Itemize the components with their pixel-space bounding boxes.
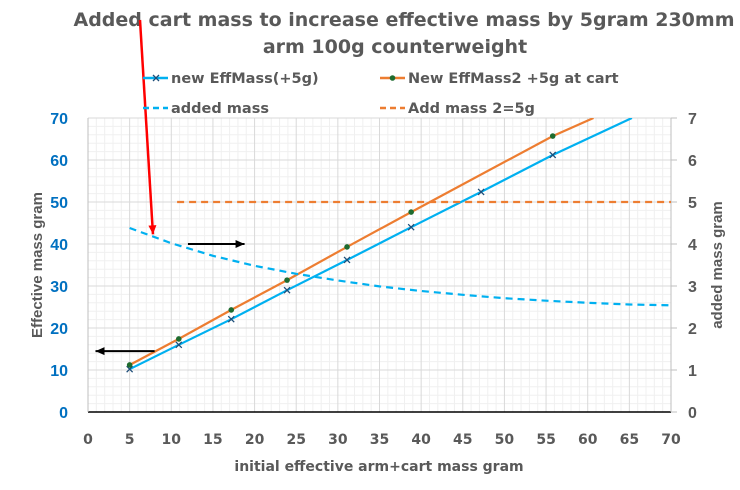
y-tick-label-left: 10 — [50, 363, 68, 380]
x-tick-label: 10 — [162, 432, 182, 448]
grid — [87, 117, 672, 413]
title-line-1: Added cart mass to increase effective ma… — [74, 9, 735, 31]
x-tick-label: 30 — [328, 432, 348, 448]
legend-item-new-effmass2: New EffMass2 +5g at cart — [380, 71, 619, 87]
legend-item-new-effmass: new EffMass(+5g) — [143, 71, 319, 87]
data-point-x-marker — [126, 365, 134, 373]
legend-label: new EffMass(+5g) — [171, 71, 319, 87]
annotation-black-arrow-1 — [187, 240, 245, 248]
x-tick-label: 50 — [495, 432, 515, 448]
series-line-1 — [129, 118, 594, 366]
data-point-x-marker — [343, 256, 351, 264]
x-axis-label: initial effective arm+cart mass gram — [234, 459, 523, 475]
data-point-dot-marker — [175, 336, 182, 342]
data-point-x-marker — [283, 286, 291, 294]
legend-item-add-mass-2: Add mass 2=5g — [380, 101, 535, 117]
y-axis-label-right: added mass gram — [709, 201, 726, 329]
y-tick-label-right: 3 — [688, 279, 697, 296]
x-tick-label: 15 — [203, 432, 222, 448]
x-tick-label: 20 — [245, 432, 265, 448]
y-tick-label-right: 0 — [688, 405, 697, 422]
y-tick-label-right: 2 — [688, 321, 697, 338]
data-point-x-marker — [549, 151, 557, 159]
arrowhead-icon — [235, 240, 245, 248]
legend-dot-marker-icon — [389, 75, 396, 81]
legend-label: added mass — [171, 101, 269, 117]
y-tick-label-right: 6 — [688, 153, 697, 170]
x-tick-label: 55 — [536, 432, 555, 448]
chart-title: Added cart mass to increase effective ma… — [74, 9, 735, 58]
y-tick-label-right: 4 — [688, 237, 697, 254]
y-tick-label-right: 7 — [688, 111, 697, 128]
x-tick-label: 70 — [661, 432, 681, 448]
x-tick-label: 0 — [83, 432, 93, 448]
data-point-dot-marker — [549, 133, 556, 139]
data-point-x-marker — [477, 188, 485, 196]
y-tick-label-left: 20 — [50, 321, 68, 338]
y-tick-label-left: 50 — [50, 195, 68, 212]
y-tick-label-right: 5 — [688, 195, 697, 212]
data-point-dot-marker — [228, 307, 235, 313]
y-tick-label-left: 30 — [50, 279, 68, 296]
legend: new EffMass(+5g) New EffMass2 +5g at car… — [143, 71, 619, 117]
x-tick-label: 45 — [453, 432, 472, 448]
data-point-dot-marker — [126, 362, 133, 368]
y-tick-label-left: 70 — [50, 111, 68, 128]
x-tick-label: 60 — [578, 432, 598, 448]
x-tick-label: 35 — [370, 432, 389, 448]
legend-x-marker-icon — [152, 74, 160, 82]
x-tick-label: 40 — [411, 432, 431, 448]
axes: 0 5 10 15 20 25 30 35 40 45 50 55 60 65 70010203040506… — [50, 111, 697, 448]
data-point-dot-marker — [284, 277, 290, 283]
x-tick-label: 65 — [620, 432, 639, 448]
data-point-dot-marker — [408, 209, 414, 215]
arrowhead-icon — [95, 347, 105, 356]
data-point-dot-marker — [344, 244, 350, 250]
data-point-x-marker — [175, 341, 183, 349]
series-line-2 — [129, 226, 671, 307]
x-tick-label: 25 — [286, 432, 305, 448]
title-line-2: arm 100g counterweight — [263, 36, 527, 58]
y-axis-label-left: Effective mass gram — [29, 192, 46, 338]
legend-item-added-mass: added mass — [143, 101, 269, 117]
annotation-black-arrow-2 — [95, 347, 155, 356]
y-tick-label-left: 60 — [50, 153, 68, 170]
y-tick-label-left: 40 — [50, 237, 68, 254]
annotations-layer — [95, 19, 245, 356]
arrow-shaft — [138, 19, 155, 235]
annotation-red-arrow — [138, 19, 157, 235]
y-tick-label-right: 1 — [688, 363, 697, 380]
y-tick-label-left: 0 — [59, 405, 68, 422]
arrowhead-icon — [148, 225, 157, 235]
data-point-x-marker — [407, 223, 415, 231]
x-tick-label: 5 — [125, 432, 135, 448]
legend-label: New EffMass2 +5g at cart — [408, 71, 619, 87]
series-layer — [126, 118, 671, 373]
data-point-x-marker — [227, 315, 235, 323]
legend-label: Add mass 2=5g — [408, 101, 535, 117]
